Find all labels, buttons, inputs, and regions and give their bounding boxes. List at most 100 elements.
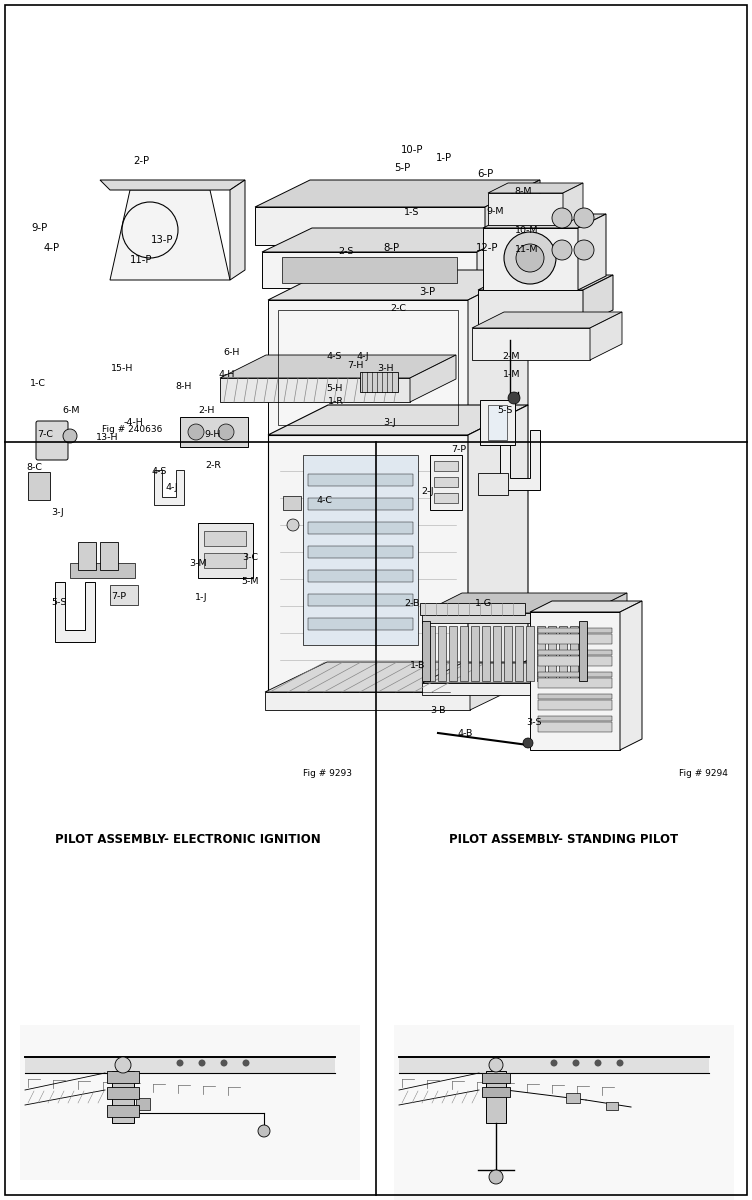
Circle shape <box>489 1058 503 1072</box>
Bar <box>538 678 612 688</box>
Bar <box>438 626 446 680</box>
Text: 8-C: 8-C <box>26 463 43 473</box>
Polygon shape <box>308 594 413 606</box>
Bar <box>538 656 612 666</box>
Bar <box>427 626 435 680</box>
Text: Fig # 9293: Fig # 9293 <box>303 768 352 778</box>
Bar <box>20 1025 360 1180</box>
Polygon shape <box>578 214 606 290</box>
Text: 2-B: 2-B <box>405 599 420 608</box>
FancyBboxPatch shape <box>36 421 68 460</box>
Polygon shape <box>410 355 456 402</box>
Bar <box>538 672 612 677</box>
Bar <box>204 553 246 568</box>
Bar <box>78 542 96 570</box>
Polygon shape <box>308 522 413 534</box>
Polygon shape <box>485 180 540 245</box>
Text: 7-P: 7-P <box>451 445 466 455</box>
Bar <box>526 626 534 680</box>
Circle shape <box>63 428 77 443</box>
Text: 3-J: 3-J <box>384 418 396 427</box>
Polygon shape <box>268 406 528 434</box>
Text: 1-M: 1-M <box>502 370 520 379</box>
Text: 6-H: 6-H <box>223 348 240 358</box>
Polygon shape <box>110 190 230 280</box>
Bar <box>399 1057 709 1073</box>
Text: 11-P: 11-P <box>130 256 153 265</box>
Circle shape <box>552 240 572 260</box>
Text: 5-M: 5-M <box>241 577 259 587</box>
Bar <box>430 455 462 510</box>
Bar <box>559 626 567 680</box>
Circle shape <box>572 1060 580 1067</box>
Text: PILOT ASSEMBLY- ELECTRONIC IGNITION: PILOT ASSEMBLY- ELECTRONIC IGNITION <box>55 833 321 846</box>
Text: 8-H: 8-H <box>175 382 192 391</box>
Bar <box>471 626 479 680</box>
Bar <box>486 1070 506 1123</box>
Polygon shape <box>468 406 528 690</box>
Bar <box>538 716 612 721</box>
Polygon shape <box>308 546 413 558</box>
Text: 1-B: 1-B <box>410 661 425 671</box>
Circle shape <box>258 1126 270 1138</box>
Polygon shape <box>483 228 578 290</box>
Text: 3-C: 3-C <box>242 553 259 563</box>
Polygon shape <box>262 228 527 252</box>
Polygon shape <box>308 474 413 486</box>
Polygon shape <box>422 593 627 613</box>
Polygon shape <box>230 180 245 280</box>
Bar <box>488 404 507 440</box>
Circle shape <box>504 232 556 284</box>
Circle shape <box>199 1060 205 1067</box>
Circle shape <box>508 392 520 404</box>
Text: PILOT ASSEMBLY- STANDING PILOT: PILOT ASSEMBLY- STANDING PILOT <box>450 833 678 846</box>
Polygon shape <box>470 662 532 710</box>
Polygon shape <box>262 252 477 288</box>
Bar <box>180 416 248 446</box>
Text: 7-P: 7-P <box>111 592 126 601</box>
Circle shape <box>550 1060 557 1067</box>
Polygon shape <box>477 228 527 288</box>
Text: 2-M: 2-M <box>502 352 520 361</box>
Bar <box>25 1057 335 1073</box>
Polygon shape <box>422 613 587 623</box>
Text: 13-P: 13-P <box>150 235 173 245</box>
Polygon shape <box>100 180 245 190</box>
Text: 9-P: 9-P <box>31 223 47 233</box>
Circle shape <box>574 240 594 260</box>
Polygon shape <box>308 498 413 510</box>
Polygon shape <box>268 434 468 690</box>
Circle shape <box>595 1060 602 1067</box>
Bar <box>434 461 458 470</box>
Bar <box>480 400 515 445</box>
Polygon shape <box>303 455 418 646</box>
Bar <box>434 493 458 503</box>
Text: 5-S: 5-S <box>51 598 66 607</box>
Text: -4-H: -4-H <box>124 418 144 427</box>
Text: 2-S: 2-S <box>338 247 353 257</box>
Bar <box>548 626 556 680</box>
Polygon shape <box>530 601 642 612</box>
Polygon shape <box>154 470 184 505</box>
Text: 4-H: 4-H <box>219 370 235 379</box>
Text: 8-P: 8-P <box>383 244 399 253</box>
Polygon shape <box>472 312 622 328</box>
Polygon shape <box>500 430 540 490</box>
Circle shape <box>242 1060 250 1067</box>
Text: 9-M: 9-M <box>486 206 504 216</box>
Circle shape <box>218 424 234 440</box>
Text: 4-C: 4-C <box>317 496 333 505</box>
Text: 1-C: 1-C <box>30 379 47 389</box>
Polygon shape <box>587 593 627 623</box>
Polygon shape <box>468 270 528 434</box>
Text: 7-H: 7-H <box>347 361 364 371</box>
Bar <box>538 634 612 644</box>
Text: 10-P: 10-P <box>401 145 423 155</box>
Bar <box>570 626 578 680</box>
Text: 2-C: 2-C <box>390 304 407 313</box>
Text: 5-P: 5-P <box>394 163 411 173</box>
Bar <box>538 650 612 655</box>
Text: 1-G: 1-G <box>475 599 492 608</box>
Bar <box>434 476 458 487</box>
Bar <box>100 542 118 570</box>
